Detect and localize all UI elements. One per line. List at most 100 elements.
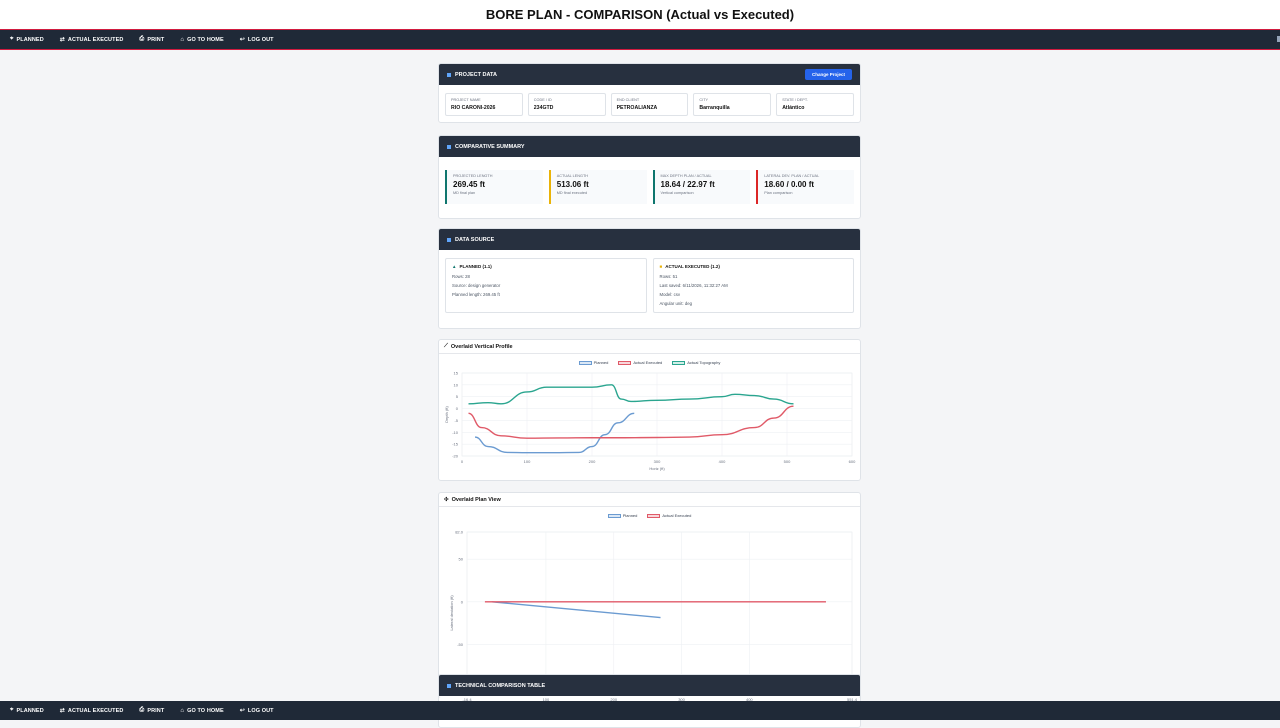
nav-log-out[interactable]: ↩ LOG OUT	[239, 707, 274, 715]
legend-planned[interactable]: Planned	[578, 360, 608, 365]
y-tick-label: -50	[457, 642, 464, 647]
source-executed-line: Model: csv	[659, 292, 681, 297]
legend-executed[interactable]: Actual Executed	[647, 513, 691, 518]
x-tick-label: 600	[849, 459, 856, 464]
vertical-profile-chart: 0 100 200 300 400 500 600 15 10 5 0 -5 -10 -15 -20 Hori…	[444, 371, 856, 472]
legend-topography[interactable]: Actual Topography	[672, 360, 720, 365]
nav-go-home[interactable]: ⌂ GO TO HOME	[180, 37, 223, 43]
legend-planned-label: Planned	[622, 513, 638, 518]
chart-icon	[447, 144, 451, 149]
field-value: Atlántico	[782, 105, 805, 111]
x-tick-label: 500	[784, 459, 791, 464]
nav-home-label: GO TO HOME	[187, 36, 224, 43]
logout-icon: ↩	[239, 708, 245, 714]
summary-sub: MD final plan	[453, 191, 476, 195]
nav-planned[interactable]: ⌖ PLANNED	[10, 36, 44, 43]
series-line-actual-executed	[468, 405, 794, 439]
field-end-client: END CLIENT PETROALIANZA	[610, 93, 689, 116]
series-line-planned	[474, 412, 635, 454]
legend-planned[interactable]: Planned	[607, 513, 638, 518]
nav-planned[interactable]: ⌖ PLANNED	[10, 707, 44, 714]
field-value: PETROALIANZA	[616, 105, 658, 111]
nav-print-label: PRINT	[147, 36, 165, 43]
sliders-icon: ⇄	[59, 37, 65, 43]
plan-view-header: ✣ Overlaid Plan View	[439, 493, 860, 507]
legend-topography-label: Actual Topography	[687, 360, 721, 365]
summary-sub: MD final executed	[556, 191, 588, 195]
plan-view-title: Overlaid Plan View	[451, 496, 501, 503]
y-axis-label: Lateral deviation (ft)	[449, 595, 454, 631]
x-tick-label: 551.4	[847, 697, 858, 702]
vertical-profile-legend: Planned Actual Executed Actual Topograph…	[439, 360, 860, 365]
vertical-profile-title: Overlaid Vertical Profile	[450, 343, 513, 350]
field-label: CODE / ID	[533, 98, 552, 102]
summary-sub: Vertical comparison	[660, 191, 694, 195]
series-line-actual-topography	[468, 384, 794, 405]
technical-table-header: TECHNICAL COMPARISON TABLE	[439, 675, 860, 696]
y-tick-label: 0	[456, 406, 459, 411]
field-project-name: PROJECT NAME RIO CARONI-2026	[445, 93, 523, 116]
nav-logout-label: LOG OUT	[247, 707, 274, 714]
change-project-button[interactable]: Change Project	[804, 69, 852, 80]
plan-icon: ✣	[444, 496, 449, 503]
summary-value: 18.64 / 22.97 ft	[660, 180, 715, 189]
data-source-header: DATA SOURCE	[439, 229, 860, 250]
project-data-header: PROJECT DATA Change Project	[439, 64, 860, 85]
database-icon	[447, 237, 451, 242]
scrollbar-thumb[interactable]	[1277, 36, 1280, 42]
source-executed-box: ■ ACTUAL EXECUTED (1.2) Rows: 51 Last sav…	[652, 258, 854, 313]
nav-actual-executed[interactable]: ⇄ ACTUAL EXECUTED	[59, 36, 124, 44]
summary-label: ACTUAL LENGTH	[556, 174, 589, 178]
project-data-heading: PROJECT DATA	[455, 71, 497, 78]
legend-executed-label: Actual Executed	[662, 513, 692, 518]
nav-home-label: GO TO HOME	[187, 707, 224, 714]
x-tick-label: 0	[461, 459, 464, 464]
field-value: 234GTD	[533, 105, 554, 111]
nav-print[interactable]: ⎙ PRINT	[139, 36, 164, 43]
series-line-planned	[491, 601, 661, 619]
home-icon: ⌂	[180, 707, 185, 714]
y-tick-label: 10	[454, 382, 459, 387]
summary-projected-length: PROJECTED LENGTH 269.45 ft MD final plan	[445, 170, 543, 204]
y-tick-label: -15	[452, 442, 459, 447]
source-planned-box: ▲ PLANNED (1.1) Rows: 28 Source: design g…	[445, 258, 647, 313]
y-tick-label: -10	[452, 430, 459, 435]
source-executed-line: Angular unit: deg	[659, 301, 693, 306]
folder-icon	[447, 72, 451, 77]
summary-heading: COMPARATIVE SUMMARY	[455, 143, 525, 150]
nav-print[interactable]: ⎙ PRINT	[139, 707, 164, 714]
executed-icon: ■	[659, 264, 663, 269]
nav-actual-label: ACTUAL EXECUTED	[67, 707, 124, 714]
x-tick-label: -16.4	[462, 697, 472, 702]
location-icon: ⌖	[10, 707, 14, 713]
source-planned-title: PLANNED (1.1)	[459, 264, 492, 269]
summary-label: LATERAL DEV. PLAN / ACTUAL	[764, 174, 820, 178]
legend-executed[interactable]: Actual Executed	[618, 360, 662, 365]
nav-go-home[interactable]: ⌂ GO TO HOME	[180, 708, 223, 714]
table-icon	[447, 683, 451, 688]
nav-print-label: PRINT	[147, 707, 165, 714]
vertical-profile-card: ⟋ Overlaid Vertical Profile Planned Actua…	[438, 339, 861, 481]
summary-actual-length: ACTUAL LENGTH 513.06 ft MD final executed	[548, 170, 647, 204]
summary-lateral-dev: LATERAL DEV. PLAN / ACTUAL 18.60 / 0.00 f…	[756, 170, 854, 204]
x-tick-label: 300	[654, 459, 661, 464]
nav-actual-executed[interactable]: ⇄ ACTUAL EXECUTED	[60, 707, 124, 715]
summary-max-depth: MAX DEPTH PLAN / ACTUAL 18.64 / 22.97 ft V…	[652, 170, 751, 204]
field-value: RIO CARONI-2026	[451, 105, 496, 111]
x-tick-label: 100	[543, 697, 550, 702]
y-tick-label: -5	[454, 418, 458, 423]
nav-log-out[interactable]: ↩ LOG OUT	[240, 36, 274, 44]
plan-view-legend: Planned Actual Executed	[439, 513, 860, 518]
field-label: CITY	[699, 98, 709, 102]
source-planned-line: Planned length: 269.45 ft	[452, 292, 500, 297]
x-tick-label: 200	[589, 459, 596, 464]
x-tick-label: 300	[678, 697, 685, 702]
source-executed-line: Rows: 51	[659, 274, 678, 279]
y-axis-label: Depth (ft)	[444, 405, 449, 422]
data-source-heading: DATA SOURCE	[455, 236, 495, 243]
field-label: END CLIENT	[616, 98, 640, 102]
y-tick-label: 5	[456, 394, 459, 399]
page-title: BORE PLAN - COMPARISON (Actual vs Execut…	[0, 0, 1280, 30]
source-executed-title: ACTUAL EXECUTED (1.2)	[665, 264, 720, 269]
summary-value: 513.06 ft	[556, 180, 589, 189]
